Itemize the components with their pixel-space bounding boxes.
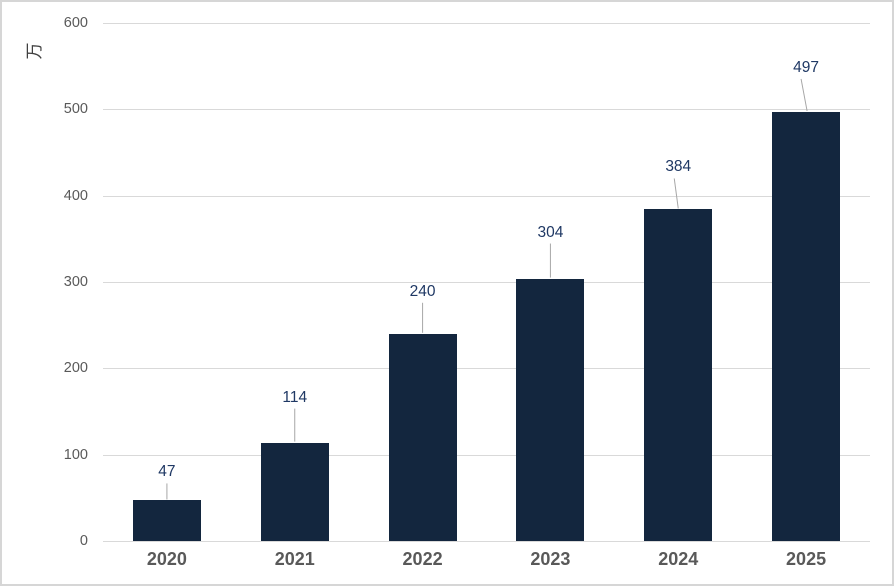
gridline <box>103 454 870 456</box>
data-label: 47 <box>158 463 176 481</box>
gridline <box>103 368 870 370</box>
x-axis-line <box>103 541 870 542</box>
x-tick-label-2023: 2023 <box>530 549 571 569</box>
gridline <box>103 109 870 111</box>
data-label: 384 <box>665 158 692 176</box>
gridline <box>103 195 870 197</box>
y-axis-title: 万 <box>25 42 44 60</box>
leader-line <box>800 78 808 112</box>
bar-2023 <box>516 278 585 541</box>
bar-2020 <box>132 500 201 541</box>
data-label: 240 <box>409 282 436 300</box>
y-tick-label: 200 <box>63 360 88 377</box>
x-tick-label-2020: 2020 <box>146 549 187 569</box>
data-label: 114 <box>282 388 308 406</box>
data-label: 304 <box>537 223 564 241</box>
x-tick-label-2024: 2024 <box>658 549 699 569</box>
gridline <box>103 282 870 283</box>
bar-2024 <box>644 209 713 541</box>
y-tick-label: 300 <box>63 274 88 290</box>
y-tick-label: 400 <box>63 187 88 204</box>
y-tick-label: 100 <box>63 446 88 463</box>
x-tick-label-2022: 2022 <box>402 549 443 569</box>
gridline <box>103 23 870 24</box>
y-tick-label: 0 <box>79 533 88 549</box>
bar-2025 <box>772 111 841 541</box>
x-tick-label-2021: 2021 <box>274 549 315 569</box>
data-label: 497 <box>793 58 820 76</box>
bar-2022 <box>388 333 457 541</box>
y-tick-label: 600 <box>63 15 88 31</box>
y-tick-label: 500 <box>63 101 88 118</box>
leader-line <box>673 178 679 209</box>
x-tick-label-2025: 2025 <box>786 549 827 569</box>
bar-2021 <box>260 442 329 541</box>
